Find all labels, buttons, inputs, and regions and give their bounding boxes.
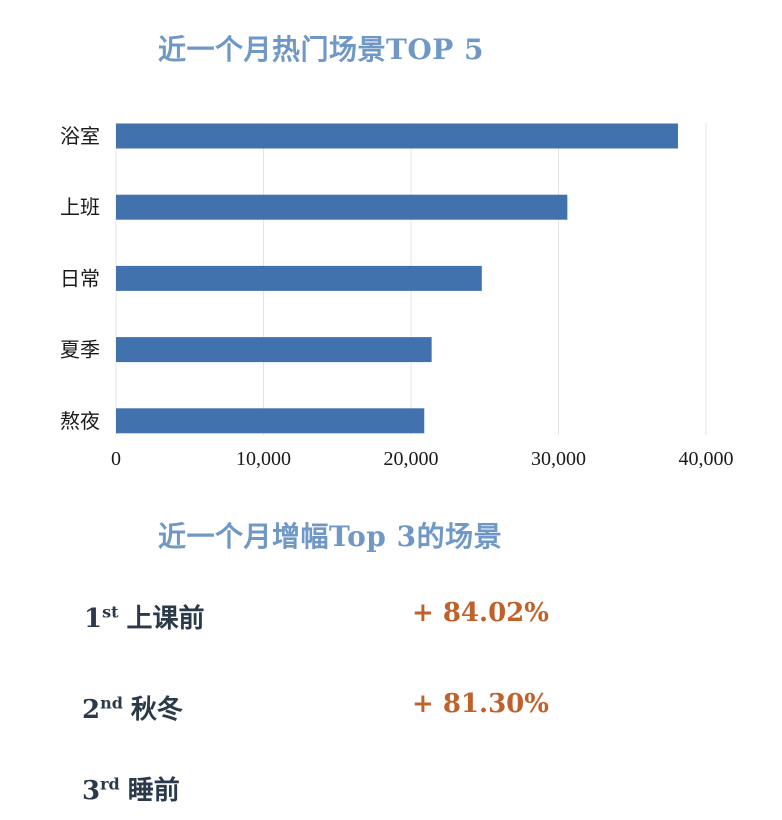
x-tick-label: 20,000 (384, 448, 439, 470)
rank-suffix: nd (100, 693, 123, 713)
category-label: 浴室 (60, 124, 100, 148)
growth-percent: + 84.02% (412, 598, 549, 628)
category-label: 夏季 (60, 338, 100, 362)
growth-section-title: 近一个月增幅Top 3的场景 (158, 520, 503, 553)
category-label: 日常 (60, 266, 100, 290)
category-label: 熬夜 (60, 409, 100, 433)
bar (116, 265, 482, 291)
bar (116, 123, 678, 149)
rank-number: 1 (84, 604, 103, 634)
scene-name: 上课前 (126, 604, 205, 634)
rank-suffix: st (102, 602, 119, 622)
growth-percent: + 81.30% (412, 689, 549, 719)
x-tick-label: 10,000 (236, 448, 291, 470)
x-tick-label: 0 (111, 448, 121, 470)
bar (116, 337, 432, 363)
rank-suffix: rd (100, 774, 120, 794)
ranking-row-2: 2nd 秋冬 + 81.30% (0, 689, 782, 739)
category-label: 上班 (60, 195, 100, 219)
rank-label: 2nd 秋冬 (82, 689, 183, 726)
rank-label: 3rd 睡前 (82, 770, 180, 807)
ranking-row-1: 1st 上课前 + 84.02% (0, 598, 782, 648)
x-tick-label: 30,000 (531, 448, 586, 470)
bar (116, 194, 568, 220)
x-tick-label: 40,000 (679, 448, 734, 470)
ranking-row-3: 3rd 睡前 (0, 770, 782, 820)
bar (116, 408, 425, 434)
rank-number: 3 (82, 776, 101, 806)
scene-name: 秋冬 (130, 695, 183, 725)
rank-number: 2 (82, 695, 101, 725)
rank-label: 1st 上课前 (84, 598, 205, 635)
scene-name: 睡前 (127, 776, 180, 806)
chart-title: 近一个月热门场景TOP 5 (158, 33, 485, 66)
